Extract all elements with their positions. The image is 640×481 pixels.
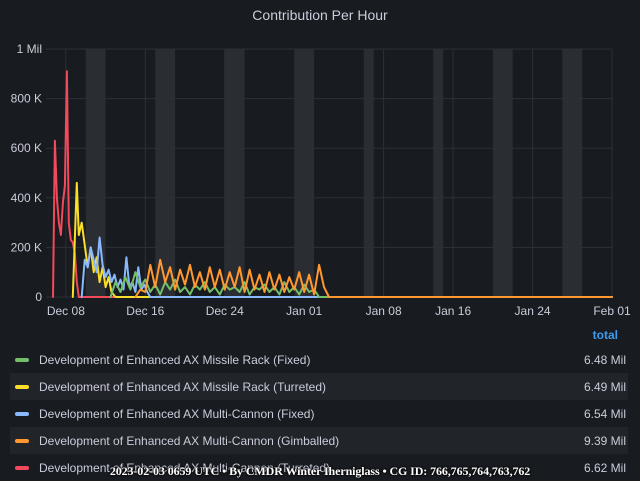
legend-item-total: 6.54 Mil [583,406,626,421]
series-color-swatch [15,438,29,443]
y-tick-label: 800 K [11,92,42,106]
y-tick-label: 400 K [11,191,42,205]
time-region-band [433,49,444,297]
y-tick-label: 200 K [11,240,42,254]
legend-item[interactable]: Development of Enhanced AX Multi-Cannon … [10,400,628,427]
y-tick-label: 600 K [11,141,42,155]
time-region-band [492,49,513,297]
y-tick-label: 0 [35,290,42,304]
x-tick-label: Feb 01 [593,304,631,318]
legend-item-name: Development of Enhanced AX Missile Rack … [39,352,311,367]
series-color-swatch [15,384,29,389]
series-line [52,70,613,298]
series-color-swatch [15,357,29,362]
legend-item-total: 6.62 Mil [583,460,626,475]
x-tick-label: Jan 16 [435,304,471,318]
footer-credit: 2023-02-03 0659 UTC • By CMDR Winter Ihe… [109,464,531,478]
series-line [134,258,613,298]
time-region-band [155,49,176,297]
line-chart[interactable]: 0 200 K 400 K 600 K 800 K 1 Mil Dec 08 Dec 16 De… [0,0,640,330]
legend-item-name: Development of Enhanced AX Multi-Cannon … [39,406,315,421]
series-line [80,236,613,298]
x-tick-label: Dec 24 [206,304,244,318]
legend-item-total: 6.49 Mil [583,379,626,394]
series-color-swatch [15,411,29,416]
legend-item-name: Development of Enhanced AX Multi-Cannon … [39,433,340,448]
y-tick-label: 1 Mil [17,42,42,56]
legend-item[interactable]: Development of Enhanced AX Missile Rack … [10,346,628,373]
x-tick-label: Jan 24 [515,304,551,318]
legend-item-name: Development of Enhanced AX Multi-Cannon … [39,460,331,475]
legend-item[interactable]: Development of Enhanced AX Missile Rack … [10,373,628,400]
x-tick-label: Dec 16 [126,304,164,318]
series-color-swatch [15,465,29,470]
time-region-band [85,49,106,297]
time-region-band [224,49,245,297]
time-region-band [363,49,374,297]
x-tick-label: Dec 08 [47,304,85,318]
legend-item-total: 6.48 Mil [583,352,626,367]
legend: Development of Enhanced AX Missile Rack … [10,346,628,481]
time-region-band [562,49,583,297]
panel-title: Contribution Per Hour [252,7,388,23]
legend-item[interactable]: Development of Enhanced AX Multi-Cannon … [10,427,628,454]
legend-total-header[interactable]: total [592,328,618,342]
x-tick-label: Jan 08 [366,304,402,318]
legend-item[interactable]: Development of Enhanced AX Multi-Cannon … [10,454,628,481]
legend-item-name: Development of Enhanced AX Missile Rack … [39,379,327,394]
legend-item-total: 9.39 Mil [583,433,626,448]
x-tick-label: Jan 01 [286,304,322,318]
